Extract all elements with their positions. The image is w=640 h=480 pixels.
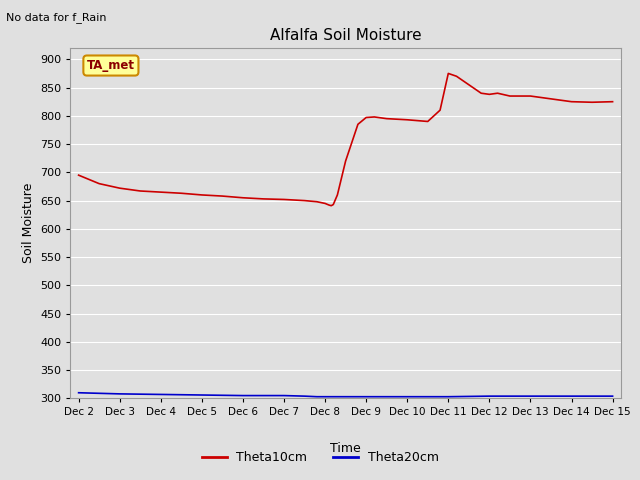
Legend: Theta10cm, Theta20cm: Theta10cm, Theta20cm bbox=[196, 446, 444, 469]
Y-axis label: Soil Moisture: Soil Moisture bbox=[22, 183, 35, 264]
Title: Alfalfa Soil Moisture: Alfalfa Soil Moisture bbox=[270, 28, 421, 43]
X-axis label: Time: Time bbox=[330, 443, 361, 456]
Text: No data for f_Rain: No data for f_Rain bbox=[6, 12, 107, 23]
Text: TA_met: TA_met bbox=[87, 59, 135, 72]
